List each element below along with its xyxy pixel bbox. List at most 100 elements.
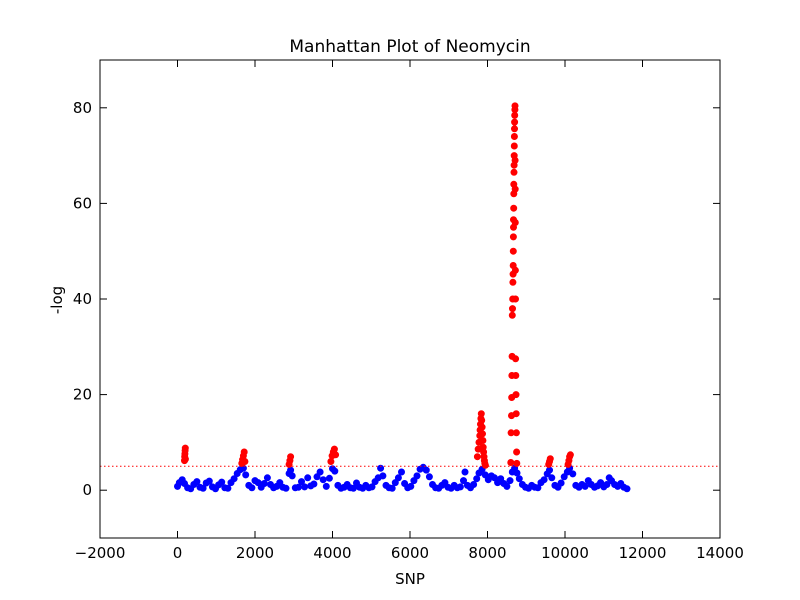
data-point: [511, 118, 519, 126]
data-point: [205, 477, 213, 485]
data-point: [503, 482, 511, 490]
chart-title: Manhattan Plot of Neomycin: [289, 37, 530, 57]
data-point: [325, 474, 333, 482]
data-point: [316, 468, 324, 476]
data-point: [509, 233, 517, 241]
data-point: [242, 471, 250, 479]
data-point: [603, 480, 611, 488]
x-tick-label: 8000: [468, 544, 506, 562]
data-point: [511, 102, 519, 110]
data-point: [304, 474, 312, 482]
data-point: [510, 142, 518, 150]
data-point: [407, 482, 415, 490]
data-point: [478, 416, 486, 424]
x-axis-label: SNP: [395, 570, 425, 588]
y-tick-label: 60: [73, 194, 92, 212]
data-point: [513, 448, 521, 456]
data-point: [330, 445, 338, 453]
data-point: [287, 466, 295, 474]
data-point: [388, 484, 396, 492]
x-tick-label: 4000: [313, 544, 351, 562]
x-tick-label: 0: [173, 544, 183, 562]
data-point: [512, 429, 520, 437]
x-tick-label: 2000: [236, 544, 274, 562]
data-point: [478, 430, 486, 438]
data-point: [546, 455, 554, 463]
data-point: [581, 482, 589, 490]
data-point: [301, 483, 309, 491]
data-point: [294, 483, 302, 491]
data-point: [368, 483, 376, 491]
data-point: [193, 478, 201, 486]
data-point: [456, 483, 464, 491]
data-point: [331, 467, 339, 475]
data-point: [322, 482, 330, 490]
series-0: [174, 463, 631, 493]
data-point: [241, 457, 249, 465]
data-point: [199, 484, 207, 492]
data-point: [510, 133, 518, 141]
data-point: [459, 477, 467, 485]
data-point: [287, 453, 295, 461]
data-point: [319, 476, 327, 484]
data-point: [548, 474, 556, 482]
data-point: [513, 459, 521, 467]
data-point: [413, 472, 421, 480]
data-point: [507, 458, 515, 466]
data-point: [511, 295, 519, 303]
data-point: [508, 305, 516, 313]
data-point: [481, 461, 489, 469]
data-point: [422, 466, 430, 474]
axis-ticks: −2000 0 2000 4000 6000 8000 10000 12000 14000 0 20…: [73, 60, 744, 562]
data-point: [512, 355, 520, 363]
data-point: [540, 476, 548, 484]
data-point: [534, 484, 542, 492]
y-tick-label: 20: [73, 386, 92, 404]
data-point: [478, 423, 486, 431]
data-point: [566, 451, 574, 459]
x-tick-label: 14000: [696, 544, 744, 562]
data-point: [623, 485, 631, 493]
plot-area-frame: [99, 59, 721, 539]
data-point: [379, 472, 387, 480]
data-point: [511, 185, 519, 193]
y-tick-label: 0: [82, 481, 92, 499]
data-point: [218, 478, 226, 486]
data-point: [510, 204, 518, 212]
data-point: [332, 451, 340, 459]
data-point: [473, 453, 481, 461]
data-point: [510, 168, 518, 176]
data-point: [377, 464, 385, 472]
data-point: [230, 475, 238, 483]
data-point: [508, 311, 516, 319]
x-tick-label: 6000: [391, 544, 429, 562]
data-point: [479, 436, 487, 444]
data-point: [545, 466, 553, 474]
data-point: [310, 480, 318, 488]
data-point: [512, 410, 520, 418]
data-point: [260, 479, 268, 487]
data-point: [224, 484, 232, 492]
x-tick-label: −2000: [75, 544, 126, 562]
data-point: [181, 444, 189, 452]
data-point: [509, 247, 517, 255]
data-point: [515, 475, 523, 483]
data-points: [174, 102, 631, 493]
data-point: [327, 457, 335, 465]
data-point: [470, 480, 478, 488]
data-point: [282, 484, 290, 492]
data-point: [509, 278, 517, 286]
data-point: [557, 479, 565, 487]
data-point: [425, 473, 433, 481]
data-point: [288, 472, 296, 480]
data-point: [297, 478, 305, 486]
x-tick-label: 12000: [619, 544, 667, 562]
data-point: [569, 470, 577, 478]
data-point: [181, 455, 189, 463]
data-point: [511, 266, 519, 274]
data-point: [263, 474, 271, 482]
x-tick-label: 10000: [541, 544, 589, 562]
data-point: [240, 448, 248, 456]
